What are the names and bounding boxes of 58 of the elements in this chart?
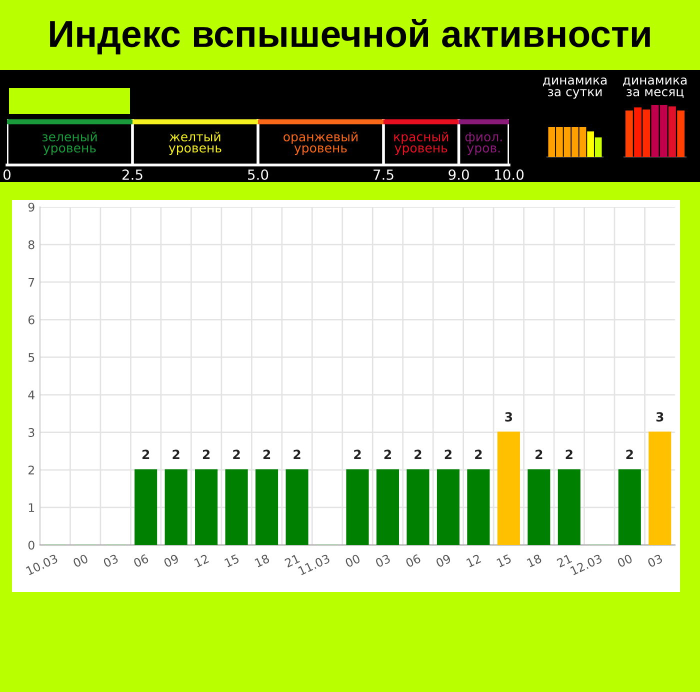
x-tick-label: 09 [163,554,180,568]
x-tick-label: 15 [496,554,512,568]
data-label: 2 [626,450,633,459]
data-label: 2 [414,450,422,459]
chart-title: Индекс вспышечной активности [50,19,650,54]
data-label: 3 [656,412,664,422]
data-label: 2 [384,450,391,459]
data-label: 2 [142,450,150,459]
data-label: 2 [263,450,270,459]
x-tick-label: 00 [344,554,361,568]
data-label: 2 [444,450,452,459]
x-tick-label: 06 [133,554,150,568]
x-tick-label: 00 [616,554,633,568]
data-label: 2 [172,450,180,459]
y-tick-label: 4 [28,390,34,400]
x-tick-label: 5.0 [248,169,268,180]
x-tick-label: 7.5 [374,170,394,180]
x-tick-label: 09 [435,554,452,568]
x-tick-label: 10.0 [495,169,524,180]
data-label: 2 [202,450,210,459]
y-tick-label: 7 [28,278,34,287]
y-tick-label: 5 [28,353,34,362]
x-tick-label: 06 [405,554,422,568]
data-label: 2 [566,450,572,459]
series-label: красный уровень [394,132,448,155]
x-tick-label: 9.0 [448,169,469,180]
y-tick-label: 9 [28,202,34,212]
series-label: фиол. уров. [465,132,502,155]
y-tick-label: 1 [28,503,34,512]
data-label: 2 [233,450,240,459]
data-label: 3 [505,412,512,422]
y-tick-label: 3 [28,428,34,437]
y-tick-label: 6 [28,315,34,324]
x-tick-label: 15 [224,554,240,568]
x-tick-label: 18 [254,554,270,568]
series-label: оранжевый уровень [284,132,358,155]
series-label: желтый уровень [168,132,222,155]
x-tick-label: 03 [374,554,391,568]
x-tick-label: 21 [556,554,572,568]
chart-title: динамика за сутки [542,78,607,99]
y-tick-label: 8 [28,240,34,250]
y-tick-label: 2 [28,466,34,474]
series-label: зеленый уровень [42,132,97,155]
data-label: 2 [294,450,300,459]
y-tick-label: 0 [28,540,34,550]
x-tick-label: 03 [102,554,119,568]
x-tick-label: 0 [3,169,10,180]
data-label: 2 [475,450,482,459]
data-label: 2 [354,450,361,459]
x-tick-label: 12 [466,554,482,568]
x-tick-label: 18 [526,554,542,568]
data-label: 2 [536,450,542,459]
x-tick-label: 12 [194,554,210,568]
x-tick-label: 03 [647,554,663,568]
x-tick-label: 00 [72,554,89,568]
x-tick-label: 2.5 [122,169,142,180]
x-tick-label: 21 [284,554,300,568]
chart-title: динамика за месяц [622,78,687,98]
